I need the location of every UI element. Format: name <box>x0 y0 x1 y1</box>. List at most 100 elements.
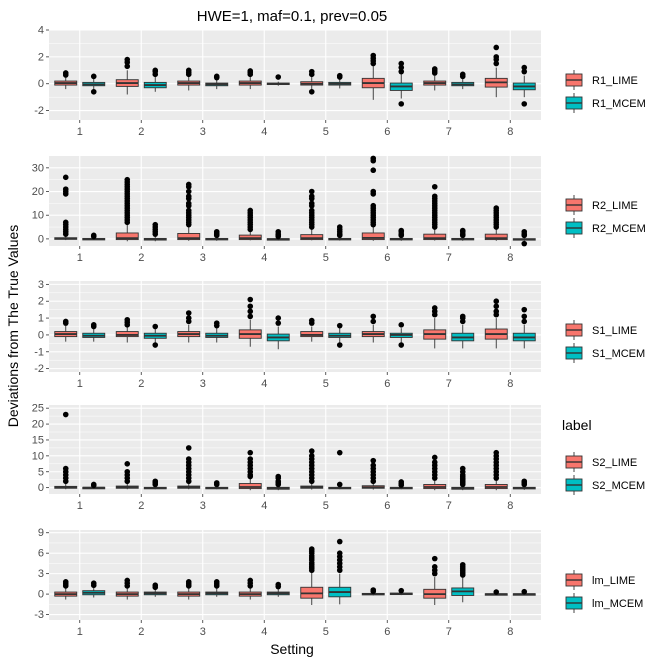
box-r1-mcem-setting-7 <box>451 71 475 90</box>
box-r2-mcem-setting-4 <box>266 228 290 241</box>
outlier-point <box>370 318 377 325</box>
box-s2-lime-setting-8 <box>484 449 508 491</box>
box-body <box>300 234 324 241</box>
outlier-point <box>247 296 254 303</box>
box-s2-mcem-setting-3 <box>205 480 229 490</box>
outlier-point <box>90 232 97 239</box>
x-tick-label: 5 <box>323 126 329 138</box>
x-tick-label: 8 <box>507 378 513 390</box>
x-tick-label: 2 <box>138 252 144 264</box>
x-tick-label: 7 <box>446 252 452 264</box>
box-body <box>177 232 201 241</box>
outlier-point <box>398 342 405 348</box>
x-tick-label: 5 <box>323 378 329 390</box>
outlier-point <box>185 315 192 321</box>
x-tick-label: 4 <box>261 626 267 638</box>
outlier-point <box>185 181 192 188</box>
outlier-point <box>275 320 282 326</box>
y-tick-label: 0 <box>38 482 44 494</box>
box-s1-mcem-setting-6 <box>389 322 413 348</box>
y-tick-label: 30 <box>32 162 44 174</box>
box-r2-lime-setting-8 <box>484 205 508 241</box>
box-s2-lime-setting-6 <box>361 457 385 490</box>
outlier-point <box>213 320 220 326</box>
box-body <box>115 232 139 241</box>
outlier-point <box>152 67 159 74</box>
outlier-point <box>308 200 315 207</box>
legend-title: label <box>562 417 592 433</box>
legend-label: R1_MCEM <box>592 98 646 110</box>
x-tick-label: 7 <box>446 378 452 390</box>
panel-background <box>49 156 541 246</box>
legend-label: R1_LIME <box>592 75 638 87</box>
panel-background <box>49 530 541 620</box>
outlier-point <box>336 224 343 230</box>
outlier-point <box>398 587 405 594</box>
outlier-point <box>370 457 377 464</box>
outlier-point <box>62 465 69 472</box>
outlier-point <box>185 188 192 195</box>
box-s2-lime-setting-2 <box>115 461 139 490</box>
box-r2-mcem-setting-3 <box>205 228 229 241</box>
box-lm-lime-setting-6 <box>361 587 385 596</box>
box-r2-mcem-setting-1 <box>82 232 106 241</box>
y-tick-label: 2 <box>38 51 44 63</box>
outlier-point <box>493 449 500 456</box>
outlier-point <box>336 449 343 456</box>
box-r2-mcem-setting-5 <box>328 224 352 241</box>
outlier-point <box>431 183 438 190</box>
box-s2-lime-setting-5 <box>300 448 324 490</box>
outlier-point <box>308 546 315 552</box>
box-body <box>484 233 508 241</box>
y-tick-label: 4 <box>38 25 44 37</box>
outlier-point <box>493 298 500 305</box>
outlier-point <box>431 305 438 311</box>
box-r1-lime-setting-7 <box>423 66 447 91</box>
y-tick-label: -3 <box>34 609 44 621</box>
x-tick-label: 3 <box>200 252 206 264</box>
outlier-point <box>62 70 69 76</box>
outlier-point <box>247 308 254 315</box>
outlier-point <box>247 577 254 584</box>
outlier-point <box>275 74 282 80</box>
box-r1-mcem-setting-4 <box>266 74 290 86</box>
box-r2-lime-setting-2 <box>115 176 139 242</box>
box-r1-lime-setting-5 <box>300 68 324 95</box>
box-s1-mcem-setting-5 <box>328 322 352 348</box>
legend-label: R2_MCEM <box>592 223 646 235</box>
panel-r2: 0 10 20 30 1 2 3 4 5 6 7 8 <box>32 155 541 264</box>
outlier-point <box>308 207 315 214</box>
outlier-point <box>521 318 528 325</box>
outlier-point <box>152 478 159 485</box>
y-tick-label: 1 <box>38 313 44 325</box>
box-lm-mcem-setting-2 <box>143 582 167 597</box>
outlier-point <box>370 52 377 59</box>
box-s2-lime-setting-3 <box>177 445 201 490</box>
outlier-point <box>521 228 528 235</box>
outlier-point <box>62 186 69 192</box>
box-lm-lime-setting-3 <box>177 579 201 600</box>
outlier-point <box>336 481 343 488</box>
x-tick-label: 2 <box>138 626 144 638</box>
box-lm-lime-setting-8 <box>484 589 508 596</box>
outlier-point <box>185 445 192 451</box>
outlier-point <box>90 73 97 80</box>
outlier-point <box>521 478 528 485</box>
y-tick-label: 6 <box>38 548 44 560</box>
legend-lm: lm_LIME lm_MCEM <box>565 570 643 613</box>
box-s1-lime-setting-1 <box>54 318 78 342</box>
box-s2-lime-setting-7 <box>423 454 447 491</box>
x-tick-label: 1 <box>77 126 83 138</box>
box-lm-lime-setting-7 <box>423 555 447 605</box>
outlier-point <box>308 453 315 459</box>
box-s2-mcem-setting-8 <box>512 478 536 490</box>
outlier-point <box>185 200 192 207</box>
y-tick-label: -2 <box>34 363 44 375</box>
outlier-point <box>124 577 131 584</box>
y-tick-label: 10 <box>32 450 44 462</box>
x-tick-label: 7 <box>446 626 452 638</box>
outlier-point <box>370 167 377 174</box>
outlier-point <box>398 60 405 67</box>
box-s2-mcem-setting-2 <box>143 478 167 490</box>
